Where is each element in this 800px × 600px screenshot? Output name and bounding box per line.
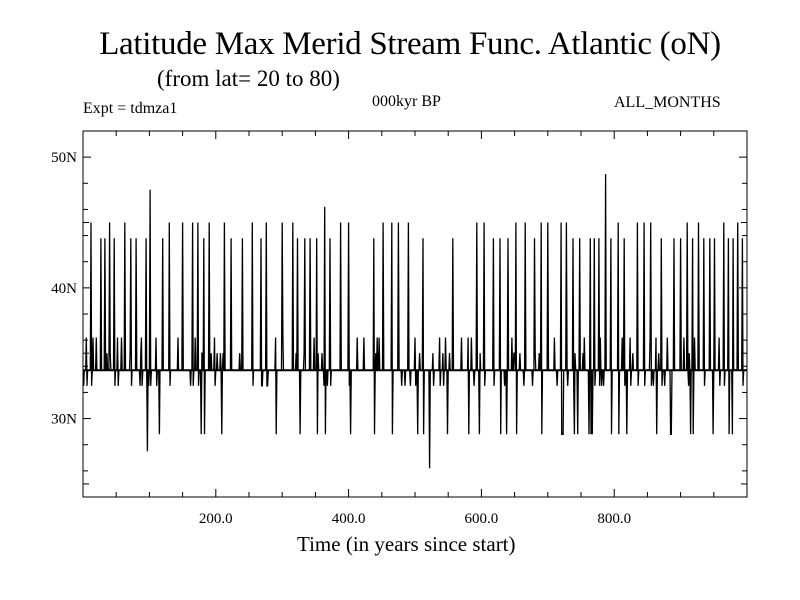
x-axis-label: Time (in years since start) <box>297 532 516 556</box>
y-tick-label: 50N <box>51 150 77 166</box>
series-line <box>83 174 747 469</box>
y-tick-label: 40N <box>51 281 77 297</box>
x-tick-label: 400.0 <box>332 511 366 527</box>
x-tick-label: 600.0 <box>465 511 499 527</box>
y-tick-label: 30N <box>51 412 77 428</box>
period-label: 000kyr BP <box>372 93 441 110</box>
x-tick-label: 800.0 <box>597 511 631 527</box>
chart-subtitle: (from lat= 20 to 80) <box>157 66 340 91</box>
chart-title: Latitude Max Merid Stream Func. Atlantic… <box>99 26 721 62</box>
experiment-label: Expt = tdmza1 <box>83 100 178 117</box>
x-tick-label: 200.0 <box>199 511 233 527</box>
months-label: ALL_MONTHS <box>614 94 721 111</box>
